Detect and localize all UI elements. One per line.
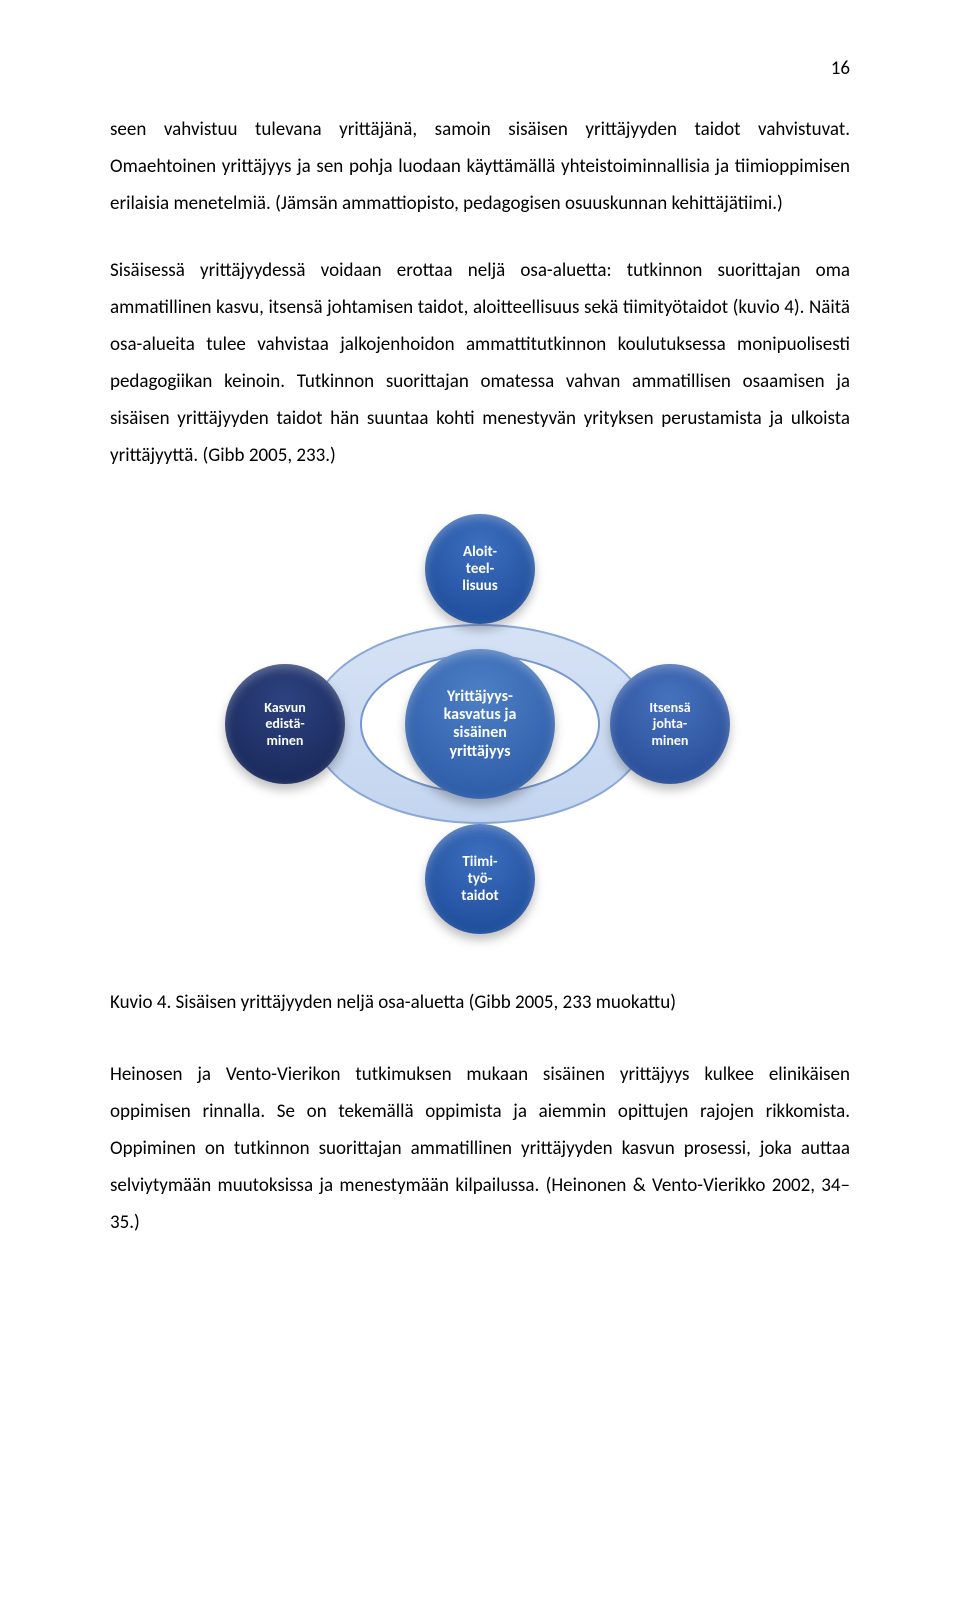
diagram-node-right: Itsensäjohta-minen xyxy=(610,664,730,784)
paragraph-3: Heinosen ja Vento-Vierikon tutkimuksen m… xyxy=(110,1056,850,1241)
diagram-node-top: Aloit-teel-lisuus xyxy=(425,514,535,624)
diagram-node-center: Yrittäjyys-kasvatus jasisäinenyrittäjyys xyxy=(405,649,555,799)
diagram-node-bottom: Tiimi-työ-taidot xyxy=(425,824,535,934)
paragraph-1: seen vahvistuu tulevana yrittäjänä, samo… xyxy=(110,111,850,222)
diagram-node-left: Kasvunedistä-minen xyxy=(225,664,345,784)
diagram-canvas: Aloit-teel-lisuus Kasvunedistä-minen Yri… xyxy=(220,514,740,934)
page-number: 16 xyxy=(110,50,850,87)
paragraph-2: Sisäisessä yrittäjyydessä voidaan erotta… xyxy=(110,252,850,474)
diagram-figure: Aloit-teel-lisuus Kasvunedistä-minen Yri… xyxy=(110,514,850,934)
figure-caption: Kuvio 4. Sisäisen yrittäjyyden neljä osa… xyxy=(110,984,850,1021)
